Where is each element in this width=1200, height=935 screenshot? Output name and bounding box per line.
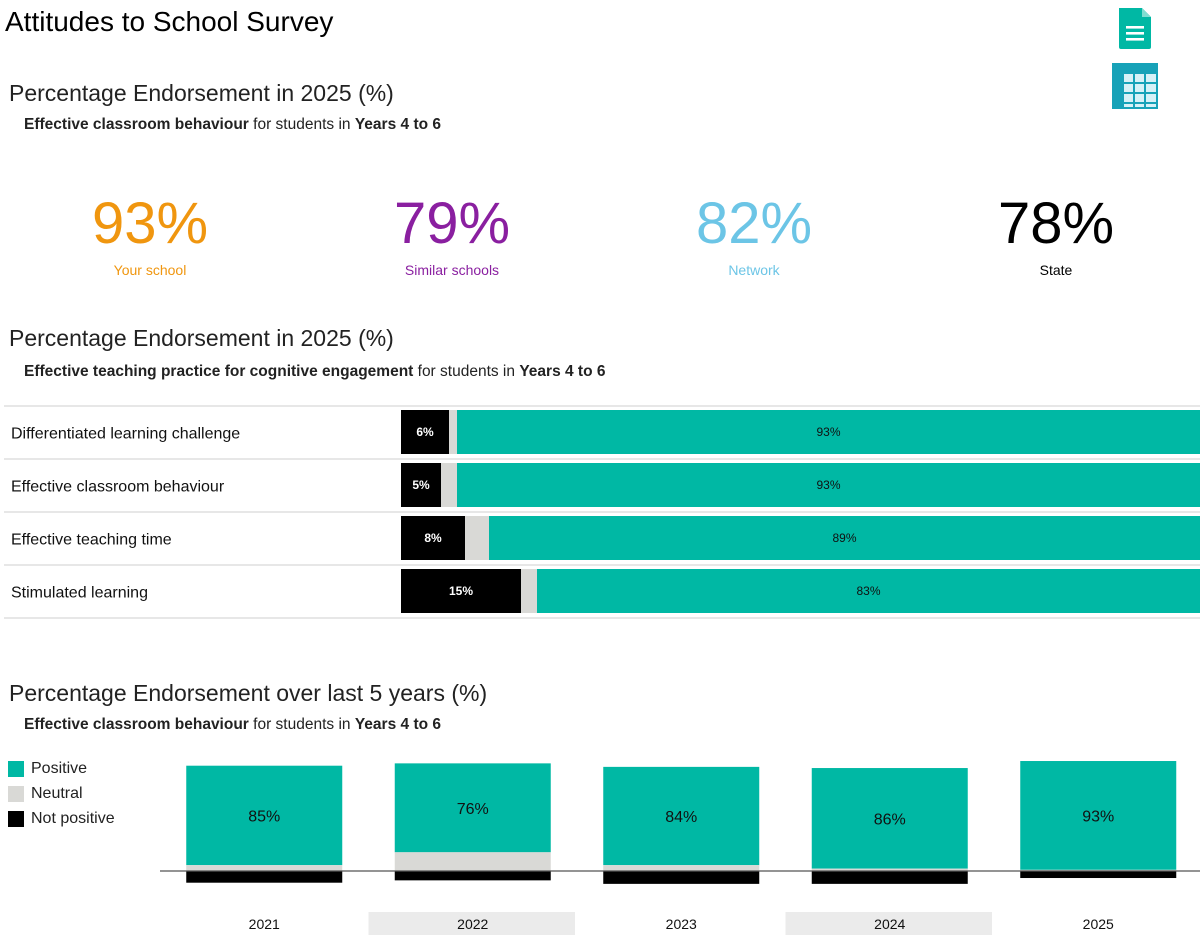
legend-item-positive: Positive <box>8 756 115 781</box>
stat-your-school: 93% Your school <box>50 191 250 279</box>
bar-not-positive <box>401 463 441 507</box>
section2-title: Percentage Endorsement in 2025 (%) <box>9 325 394 351</box>
bar-label-positive: 93% <box>816 425 840 439</box>
chart-legend: Positive Neutral Not positive <box>8 756 115 831</box>
page-title: Attitudes to School Survey <box>5 6 334 37</box>
year-band <box>785 912 992 935</box>
section1-title: Percentage Endorsement in 2025 (%) <box>9 80 394 106</box>
stat-value: 82% <box>695 191 813 256</box>
bar-label-not-positive: 5% <box>412 478 430 492</box>
bar-positive <box>603 766 760 866</box>
category-label: Stimulated learning <box>11 585 148 602</box>
stat-value: 93% <box>91 191 209 256</box>
bar-not-positive <box>401 569 521 613</box>
bar-positive <box>457 410 1200 454</box>
legend-label: Not positive <box>31 809 115 827</box>
year-band <box>368 912 575 935</box>
bar-not-positive <box>186 871 343 883</box>
bar-neutral <box>186 865 343 871</box>
bar-neutral <box>449 410 457 454</box>
section1-subtitle: Effective classroom behaviour for studen… <box>24 116 441 133</box>
section3-subtitle: Effective classroom behaviour for studen… <box>24 716 441 733</box>
bar-label-positive: 76% <box>457 801 489 818</box>
bar-label-positive: 84% <box>665 809 697 826</box>
bar-positive <box>186 765 343 866</box>
bar-positive <box>537 569 1200 613</box>
bar-label-not-positive: 15% <box>449 584 473 598</box>
bar-not-positive <box>401 410 449 454</box>
bar-not-positive <box>603 871 760 884</box>
stat-label: Network <box>728 262 780 278</box>
bar-positive <box>489 516 1200 560</box>
bar-positive <box>457 463 1200 507</box>
bar-label-positive: 93% <box>816 478 840 492</box>
stat-summary: 93% Your school 79% Similar schools 82% … <box>0 192 1200 282</box>
bar-label-not-positive: 6% <box>416 425 434 439</box>
bar-not-positive <box>1020 871 1177 879</box>
legend-swatch <box>8 810 24 827</box>
x-tick-label: 2021 <box>249 916 280 932</box>
category-label: Differentiated learning challenge <box>11 426 240 443</box>
stat-state: 78% State <box>956 191 1156 279</box>
document-icon[interactable] <box>1116 6 1154 50</box>
category-label: Effective classroom behaviour <box>11 479 225 496</box>
section3-title: Percentage Endorsement over last 5 years… <box>9 680 488 706</box>
bar-neutral <box>521 569 537 613</box>
bar-label-positive: 86% <box>874 811 906 828</box>
trend-bar-chart: 85% 2021 76% 2022 84% 2023 86% 2024 93% 2025 <box>160 761 1200 935</box>
table-icon[interactable] <box>1111 62 1159 110</box>
x-tick-label: 2024 <box>874 916 905 932</box>
category-label: Effective teaching time <box>11 532 172 549</box>
x-tick-label: 2025 <box>1083 916 1114 932</box>
bar-not-positive <box>811 871 968 884</box>
legend-label: Neutral <box>31 784 83 802</box>
x-tick-label: 2022 <box>457 916 488 932</box>
bar-positive <box>1020 761 1177 870</box>
bar-neutral <box>441 463 457 507</box>
bar-neutral <box>394 852 551 871</box>
bar-label-positive: 83% <box>856 584 880 598</box>
stat-label: Similar schools <box>404 262 500 278</box>
bar-neutral <box>811 868 968 871</box>
section2-subtitle: Effective teaching practice for cognitiv… <box>24 363 606 380</box>
legend-label: Positive <box>31 759 88 777</box>
bar-positive <box>811 768 968 869</box>
legend-swatch <box>8 760 24 777</box>
stat-value: 79% <box>393 191 511 256</box>
bar-label-positive: 85% <box>248 808 280 825</box>
stat-value: 78% <box>997 191 1115 256</box>
x-tick-label: 2023 <box>666 916 697 932</box>
bar-label-positive: 89% <box>832 531 856 545</box>
stat-label: State <box>1039 262 1073 278</box>
stat-label: Your school <box>113 262 187 278</box>
stat-network: 82% Network <box>654 191 854 279</box>
bar-neutral <box>465 516 489 560</box>
endorsement-bar-chart: Differentiated learning challenge 6% 93% Ef… <box>4 405 1200 619</box>
bar-not-positive <box>394 871 551 881</box>
bar-positive <box>394 763 551 853</box>
bar-neutral <box>603 865 760 871</box>
legend-item-neutral: Neutral <box>8 781 115 806</box>
bar-not-positive <box>401 516 465 560</box>
legend-item-not-positive: Not positive <box>8 806 115 831</box>
stat-similar-schools: 79% Similar schools <box>352 191 552 279</box>
legend-swatch <box>8 785 24 802</box>
bar-label-not-positive: 8% <box>424 531 442 545</box>
bar-label-positive: 93% <box>1082 808 1114 825</box>
